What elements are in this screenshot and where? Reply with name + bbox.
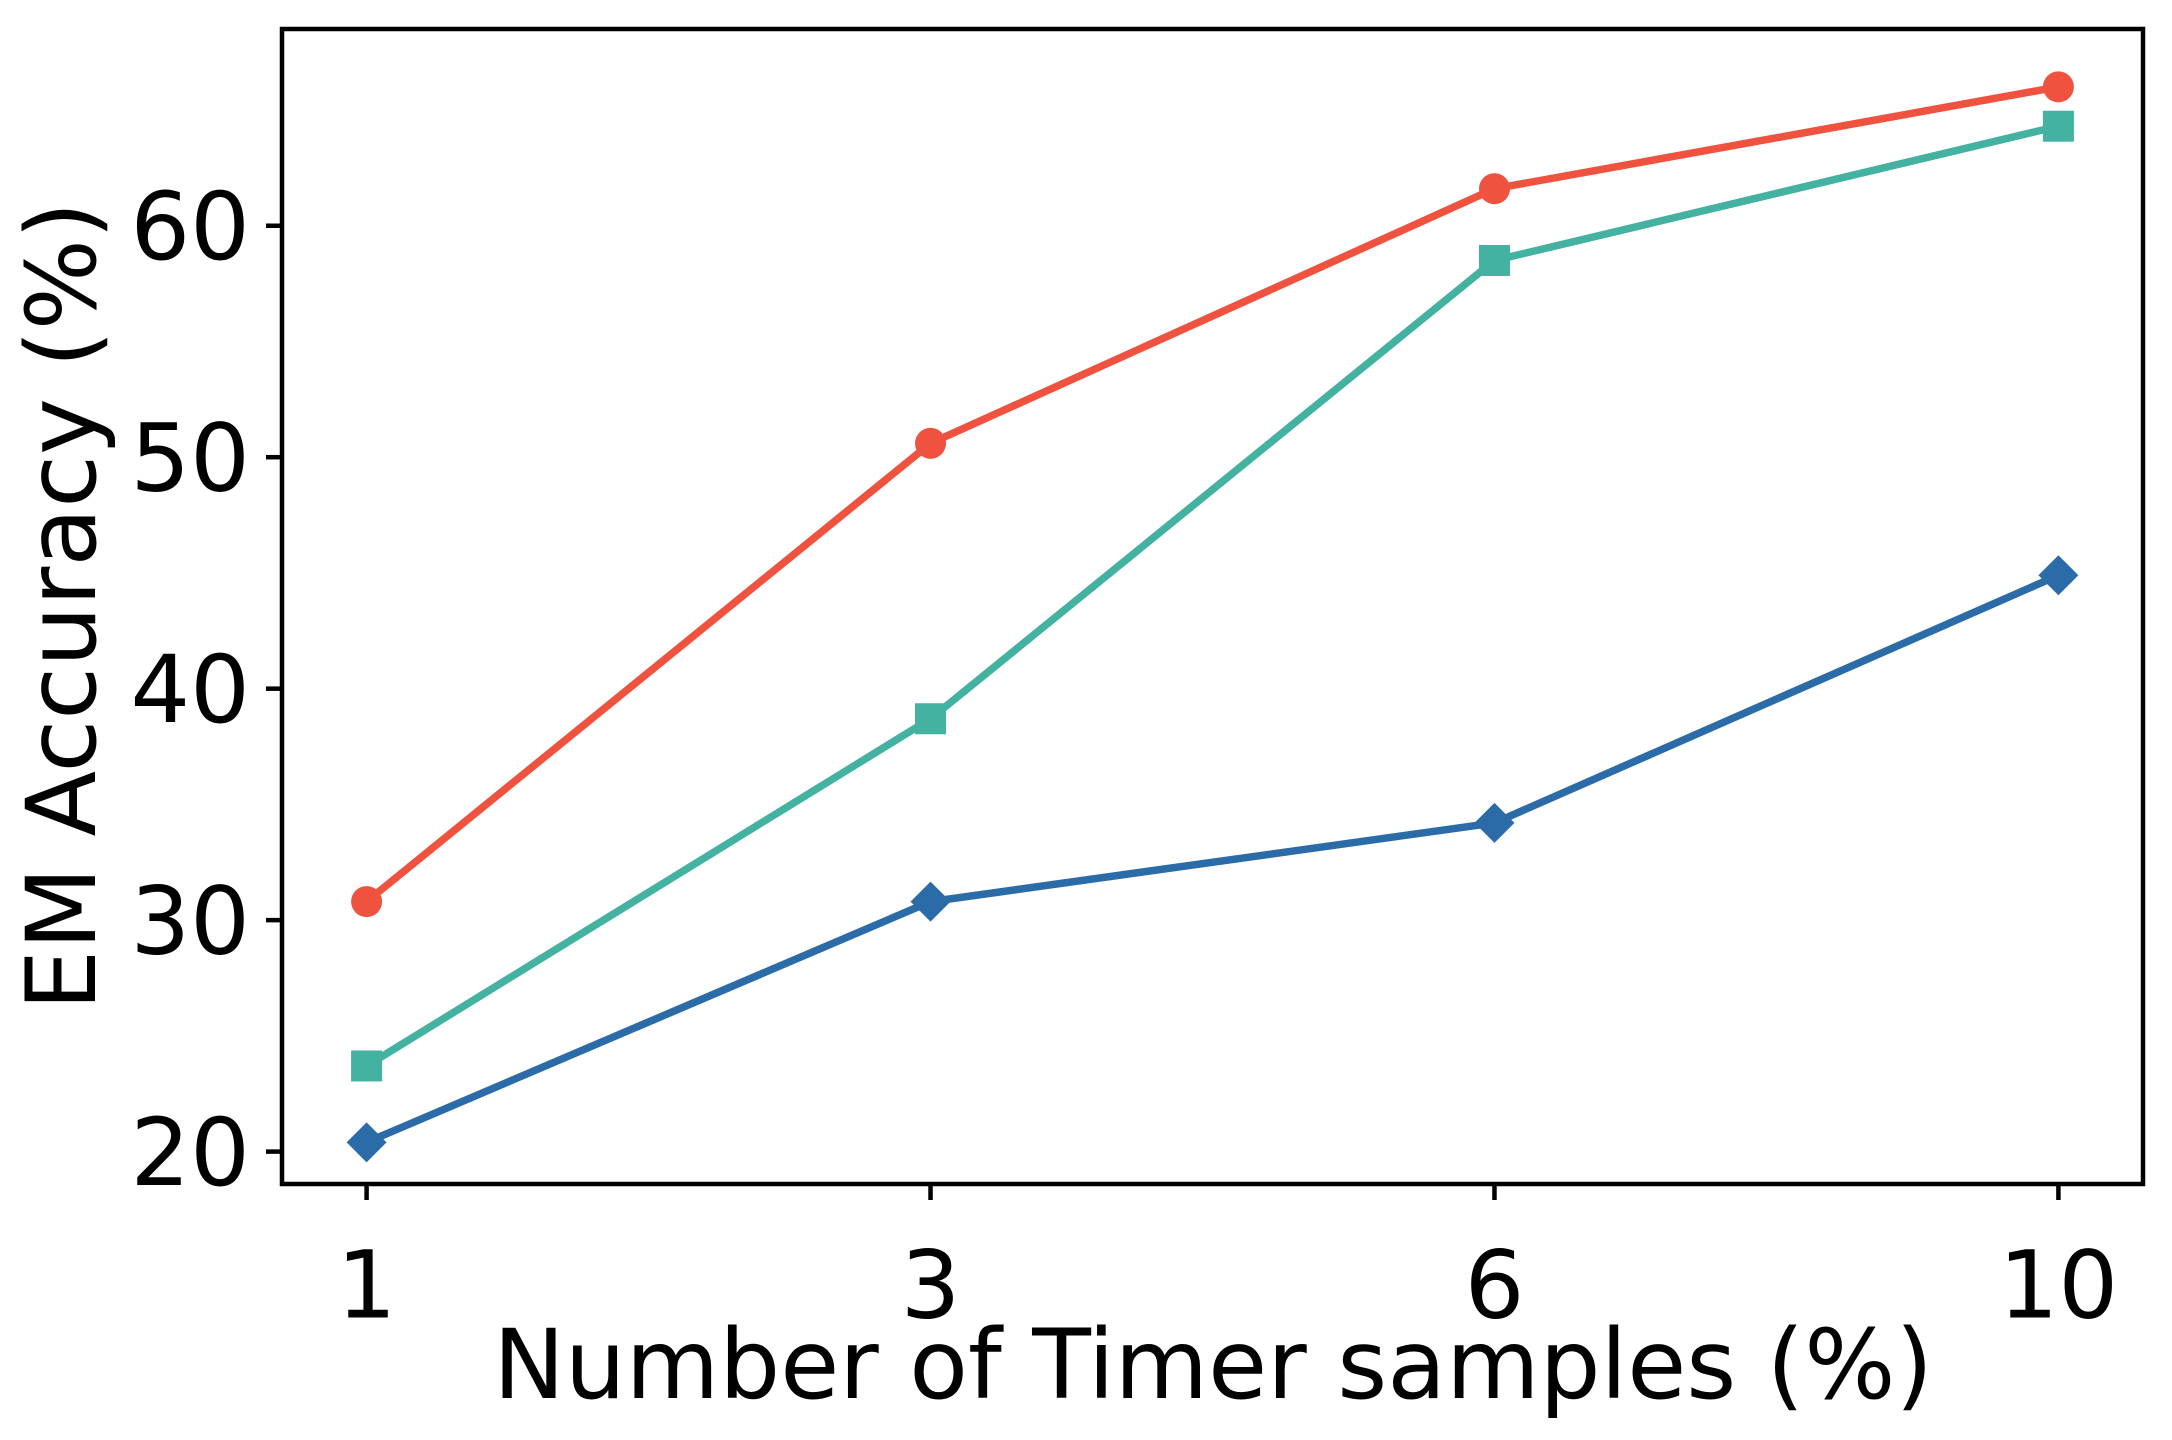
y-axis-label: EM Accuracy (%) — [6, 201, 118, 1011]
square-marker — [351, 1050, 383, 1082]
series-red-circle-series — [351, 71, 2074, 918]
x-tick-label: 3 — [901, 1231, 961, 1340]
series-teal-square-series — [351, 110, 2074, 1082]
y-axis: 20 30 40 50 60 — [130, 173, 282, 1208]
circle-marker — [915, 427, 947, 459]
diamond-marker — [2038, 555, 2079, 596]
x-axis: 1 3 6 10 — [337, 1184, 2119, 1340]
circle-marker — [1478, 173, 1510, 205]
teal-square-series-line — [362, 122, 2063, 1070]
square-marker — [2042, 110, 2074, 142]
diamond-marker — [1474, 802, 1515, 843]
x-tick-label: 10 — [1999, 1231, 2119, 1340]
y-tick-label: 40 — [130, 636, 250, 745]
x-axis-label: Number of Timer samples (%) — [493, 1309, 1933, 1421]
x-tick-label: 1 — [337, 1231, 397, 1340]
y-tick-label: 30 — [130, 868, 250, 977]
axes-spines — [279, 26, 2146, 1187]
square-marker — [1478, 244, 1510, 276]
series-blue-diamond-series — [346, 555, 2079, 1163]
square-marker — [915, 703, 947, 735]
red-circle-series-line — [362, 83, 2063, 906]
circle-marker — [351, 886, 383, 918]
diamond-marker — [346, 1122, 387, 1163]
y-tick-label: 50 — [130, 405, 250, 514]
y-tick-label: 20 — [130, 1099, 250, 1208]
diamond-marker — [910, 881, 951, 922]
circle-marker — [2042, 71, 2074, 103]
blue-diamond-series-line — [362, 571, 2063, 1147]
x-tick-label: 6 — [1465, 1231, 1525, 1340]
y-tick-label: 60 — [130, 173, 250, 282]
